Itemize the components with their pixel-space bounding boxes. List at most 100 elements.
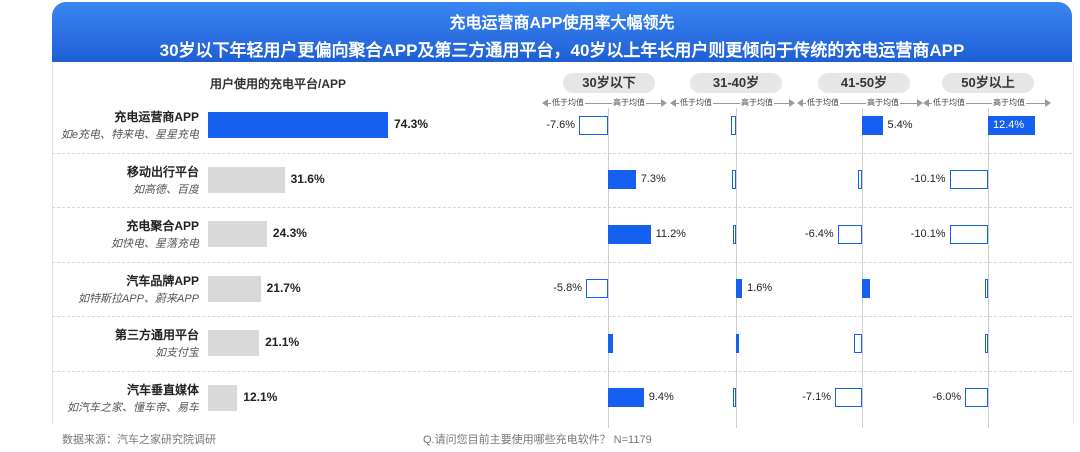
deviation-bar xyxy=(608,388,644,408)
axis-arrow-left xyxy=(797,99,803,107)
axis-high-label: 高于均值 xyxy=(866,97,900,109)
axis-arrow-left xyxy=(542,99,548,107)
axis-arrow-left xyxy=(670,99,676,107)
deviation-label: 5.4% xyxy=(887,118,913,131)
overall-column-header: 用户使用的充电平台/APP xyxy=(210,77,347,91)
deviation-bar xyxy=(862,279,870,299)
deviation-bar xyxy=(608,170,636,190)
overall-bar xyxy=(208,384,238,411)
row-divider xyxy=(52,316,1072,317)
deviation-bar xyxy=(985,333,988,353)
overall-bar xyxy=(208,221,267,248)
age-group-pill: 31-40岁 xyxy=(690,73,782,93)
row-divider xyxy=(52,370,1072,372)
platform-name: 充电聚合APP xyxy=(126,219,199,234)
platform-examples: 如高德、百度 xyxy=(133,183,199,196)
axis-line xyxy=(926,103,1048,104)
age-group-pill: 41-50岁 xyxy=(818,73,910,93)
deviation-label: 9.4% xyxy=(648,391,674,404)
overall-bar xyxy=(208,330,260,357)
overall-value-label: 21.1% xyxy=(265,335,300,350)
axis-arrow-right xyxy=(917,99,923,107)
axis-arrow-right xyxy=(1045,99,1051,107)
overall-value-label: 24.3% xyxy=(272,226,307,241)
zero-line xyxy=(608,108,609,428)
deviation-bar xyxy=(965,388,988,408)
axis-low-label: 低于均值 xyxy=(932,97,966,109)
title-banner: 充电运营商APP使用率大幅领先 30岁以下年轻用户更偏向聚合APP及第三方通用平… xyxy=(52,2,1072,62)
deviation-label: -10.1% xyxy=(910,227,946,240)
platform-examples: 如支付宝 xyxy=(155,347,199,360)
row-divider xyxy=(52,261,1072,263)
platform-name: 充电运营商APP xyxy=(114,110,199,125)
axis-line xyxy=(800,103,920,104)
chart-subtitle: 30岁以下年轻用户更偏向聚合APP及第三方通用平台，40岁以上年长用户则更倾向于… xyxy=(159,41,965,60)
deviation-bar xyxy=(733,224,736,244)
deviation-axis: 低于均值 高于均值 xyxy=(923,97,1051,109)
platform-name: 汽车品牌APP xyxy=(126,273,199,288)
deviation-bar xyxy=(586,279,608,299)
deviation-bar xyxy=(608,333,613,353)
deviation-label: -6.4% xyxy=(804,227,834,240)
overall-value-label: 21.7% xyxy=(266,280,301,295)
overall-bar xyxy=(208,166,285,193)
deviation-label: -7.6% xyxy=(546,118,576,131)
age-group-pill: 50岁以上 xyxy=(942,73,1034,93)
platform-name: 移动出行平台 xyxy=(126,164,199,179)
data-source: 数据来源：汽车之家研究院调研 xyxy=(62,434,216,446)
deviation-label: -7.1% xyxy=(802,391,831,404)
deviation-bar xyxy=(733,388,736,408)
chart-title: 充电运营商APP使用率大幅领先 xyxy=(449,15,675,32)
zero-line xyxy=(736,108,737,428)
platform-examples: 如特斯拉APP、蔚来APP xyxy=(77,292,199,305)
axis-low-label: 低于均值 xyxy=(551,97,585,109)
deviation-bar xyxy=(736,333,739,353)
platform-examples: 如e充电、特来电、星星充电 xyxy=(60,129,199,142)
zero-line xyxy=(862,108,863,428)
deviation-label: -6.0% xyxy=(932,391,962,404)
axis-high-label: 高于均值 xyxy=(992,97,1026,109)
overall-value-label: 31.6% xyxy=(290,171,325,186)
axis-high-label: 高于均值 xyxy=(612,97,646,109)
row-divider xyxy=(52,152,1072,154)
deviation-axis: 低于均值 高于均值 xyxy=(670,97,795,109)
deviation-label: 12.4% xyxy=(993,118,1025,131)
deviation-bar xyxy=(985,279,988,299)
deviation-bar xyxy=(732,170,736,190)
survey-question: Q.请问您目前主要使用哪些充电软件？ N=1179 xyxy=(423,434,652,446)
axis-arrow-right xyxy=(661,99,667,107)
axis-low-label: 低于均值 xyxy=(679,97,713,109)
platform-name: 汽车垂直媒体 xyxy=(126,382,199,397)
deviation-bar xyxy=(862,115,883,135)
deviation-label: -10.1% xyxy=(910,173,946,186)
deviation-bar xyxy=(857,170,862,190)
deviation-bar xyxy=(837,224,862,244)
axis-line xyxy=(545,103,664,104)
deviation-bar xyxy=(988,115,1036,135)
overall-value-label: 74.3% xyxy=(394,117,429,132)
deviation-bar xyxy=(854,333,862,353)
overall-bar xyxy=(208,112,388,139)
platform-examples: 如汽车之家、懂车帝、易车 xyxy=(67,401,199,414)
deviation-bar xyxy=(835,388,862,408)
deviation-bar xyxy=(736,279,743,299)
axis-high-label: 高于均值 xyxy=(740,97,774,109)
platform-name: 第三方通用平台 xyxy=(114,328,199,343)
deviation-bar xyxy=(608,224,651,244)
zero-line xyxy=(988,108,989,428)
deviation-label: -5.8% xyxy=(553,282,582,295)
axis-low-label: 低于均值 xyxy=(806,97,840,109)
deviation-bar xyxy=(579,115,608,135)
deviation-label: 1.6% xyxy=(747,282,773,295)
overall-bar xyxy=(208,275,261,302)
platform-examples: 如快电、星落充电 xyxy=(111,238,199,251)
axis-arrow-right xyxy=(789,99,795,107)
deviation-label: 11.2% xyxy=(655,227,686,240)
deviation-bar xyxy=(949,170,988,190)
axis-arrow-left xyxy=(923,99,929,107)
age-group-pill: 30岁以下 xyxy=(563,73,655,93)
deviation-bar xyxy=(949,224,988,244)
axis-line xyxy=(673,103,792,104)
deviation-axis: 低于均值 高于均值 xyxy=(542,97,667,109)
row-divider xyxy=(52,207,1072,208)
